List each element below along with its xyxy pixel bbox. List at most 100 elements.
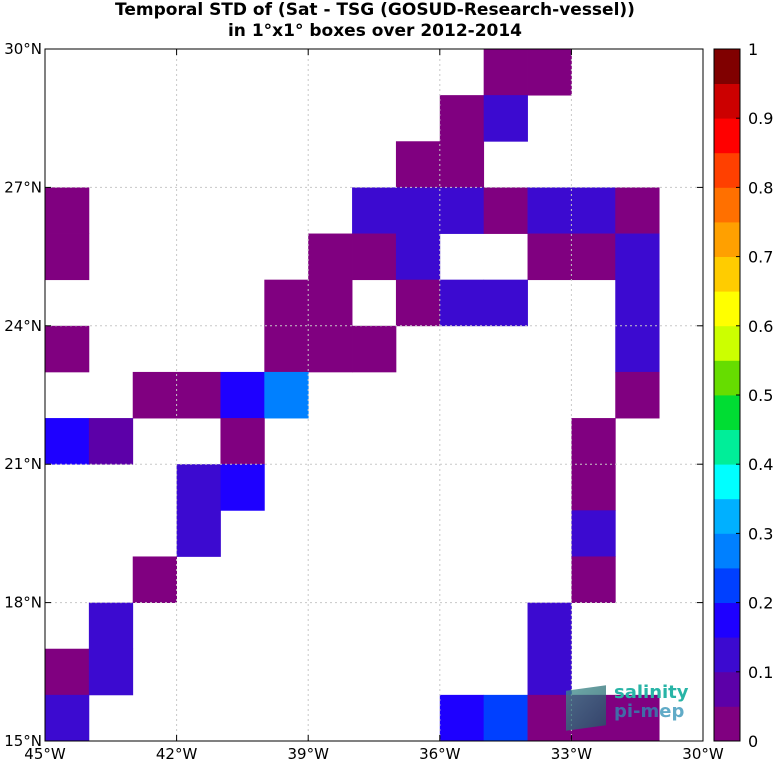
y-tick-label: 27°N [4,178,42,196]
chart-title-line-1: Temporal STD of (Sat - TSG (GOSUD-Resear… [115,0,635,20]
y-tick-label: 15°N [4,732,42,750]
x-tick-label: 45°W [24,745,66,763]
heatmap-cell [615,694,660,742]
heatmap-cell [439,141,485,188]
heatmap-cell [571,233,616,281]
colorbar-segment [714,429,740,465]
axis-ticks: 45°W 42°W 39°W 36°W 33°W 30°W 15°N 18°N 21°N 24°N… [4,40,724,763]
colorbar-segment [714,325,740,361]
heatmap-cell [439,694,485,742]
heatmap-cell [571,187,616,234]
heatmap-cell [527,49,572,96]
y-tick-label: 21°N [4,455,42,473]
heatmap-cell [352,233,397,281]
heatmap-cell [220,418,265,465]
heatmap-cell [45,187,90,234]
colorbar-segment [714,706,740,742]
chart-title-line-2: in 1°x1° boxes over 2012-2014 [227,21,523,41]
y-tick-label: 24°N [4,317,42,335]
heatmap-cell [132,371,177,419]
heatmap-cell [571,418,616,465]
heatmap-cell [176,371,221,419]
heatmap-cell [527,187,572,234]
colorbar-tick-label: 0.9 [748,109,773,128]
heatmap-cell [615,371,660,419]
colorbar-segment [714,256,740,292]
x-tick-label: 42°W [156,745,198,763]
x-tick-label: 39°W [287,745,329,763]
heatmap-cell [439,279,485,327]
heatmap-cell [308,233,353,281]
heatmap-cell [483,694,528,742]
salinity-pimep-logo: salinity pi-mep [566,682,696,731]
heatmap-cell [527,602,572,650]
colorbar-tick-label: 0.2 [748,594,773,613]
heatmap-cell [571,510,616,557]
heatmap-cell [45,233,90,281]
plot-frame [44,48,704,742]
colorbar-tick-label: 0 [748,732,758,751]
y-tick-label: 30°N [4,40,42,58]
x-tick-label: 30°W [682,745,724,763]
heatmap-cell [88,602,134,650]
heatmap-cell [527,694,572,742]
colorbar-tick-label: 0.8 [748,178,773,197]
colorbar-segment [714,152,740,188]
heatmap-cell [439,187,485,234]
heatmap-cell [264,371,309,419]
heatmap-cell [483,187,528,234]
logo-word-pimep: pi-mep [614,701,685,722]
gridlines [45,49,703,741]
logo-mark [566,685,606,731]
heatmap-cell [308,325,353,373]
heatmap-cell [176,464,221,511]
colorbar: 0 0.1 0.2 0.3 0.4 0.5 0.6 0.7 0.8 0.9 1 [713,40,773,751]
heatmap-cell [220,464,265,511]
heatmap-cell [615,233,660,281]
heatmap-cell [527,233,572,281]
heatmap-cell [395,279,441,327]
logo-word-salinity: salinity [614,682,689,703]
heatmap-cell [352,325,397,373]
heatmap-cell [483,95,528,142]
heatmap-cell [176,510,221,557]
colorbar-segment [714,187,740,223]
heatmap-cell [571,464,616,511]
heatmap-cell [439,95,485,142]
heatmap-cell [615,187,660,234]
heatmap-cell [220,371,265,419]
colorbar-segment [714,395,740,430]
colorbar-segment [714,602,740,638]
colorbar-segment [714,118,740,154]
colorbar-tick-label: 0.1 [748,663,773,682]
heatmap-cell [483,49,528,96]
colorbar-segment [714,222,740,257]
x-tick-label: 36°W [419,745,461,763]
heatmap-cell [352,187,397,234]
heatmap-cell [308,279,353,327]
heatmap-cell [88,418,134,465]
colorbar-tick-label: 0.3 [748,524,773,543]
colorbar-segment [714,83,740,119]
heatmap-cell [395,187,441,234]
heatmap-cell [395,141,441,188]
heatmap-cell [45,418,90,465]
colorbar-tick-label: 1 [748,40,758,59]
colorbar-segment [714,671,740,707]
colorbar-segment [714,291,740,327]
heatmap-cell [571,556,616,603]
heatmap-cell [88,648,134,696]
colorbar-segment [714,360,740,396]
colorbar-segment [714,464,740,500]
colorbar-tick-label: 0.5 [748,386,773,405]
colorbar-segment [714,568,740,603]
colorbar-segment [714,49,740,84]
x-tick-label: 33°W [551,745,593,763]
heatmap-cell [615,325,660,373]
heatmap-cell [45,325,90,373]
heatmap-cell [132,556,177,603]
heatmap-cell [264,279,309,327]
colorbar-tick-label: 0.4 [748,455,773,474]
colorbar-segment [714,637,740,673]
